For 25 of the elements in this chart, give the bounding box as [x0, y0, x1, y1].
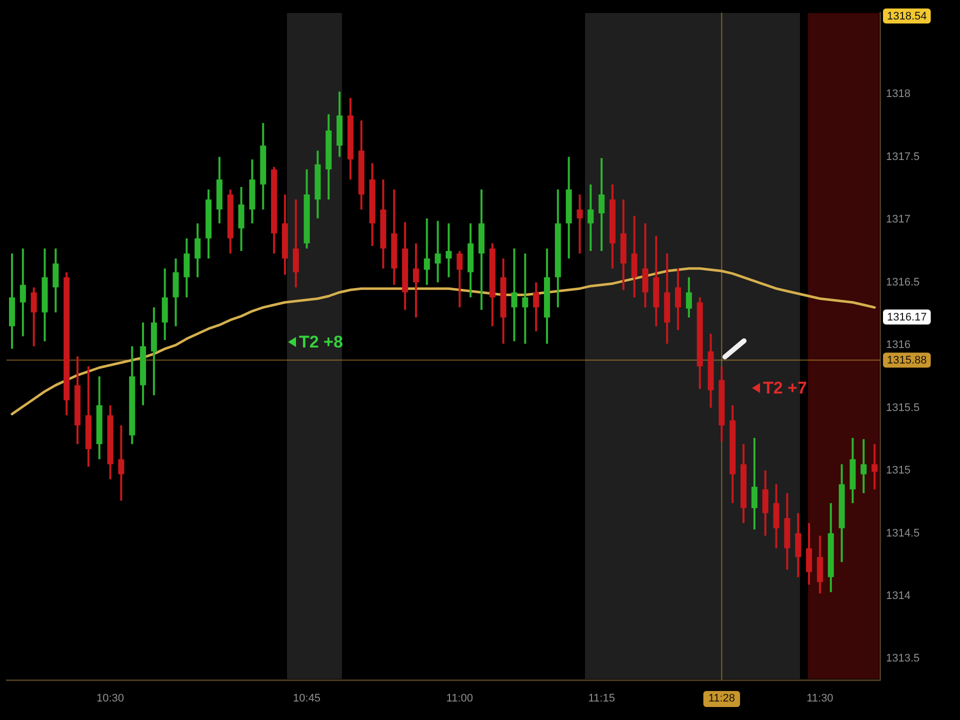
- x-tick-label: 11:15: [588, 692, 615, 705]
- y-tick-label: 1314: [886, 590, 910, 602]
- y-tick-label: 1315: [886, 464, 910, 477]
- candlestick: [446, 223, 452, 278]
- x-tick-label: 11:00: [446, 692, 474, 705]
- candlestick: [576, 194, 583, 254]
- y-tick-label: 1316: [886, 339, 910, 352]
- candlestick: [872, 444, 878, 490]
- ref-line-label: 1315.88: [887, 354, 927, 367]
- y-tick-label: 1315.5: [886, 402, 920, 414]
- annotation: T2 +8: [299, 332, 343, 352]
- annotation: T2 +7: [763, 378, 807, 398]
- x-tick-label: 10:30: [96, 692, 124, 705]
- x-tick-label: 10:45: [293, 692, 321, 705]
- y-tick-label: 1317: [886, 214, 910, 226]
- text: 1318.54: [887, 10, 927, 23]
- y-tick-label: 1318: [886, 88, 910, 100]
- y-tick-label: 1313.5: [886, 652, 920, 665]
- candlestick: [522, 253, 528, 344]
- y-tick-label: 1316.5: [886, 276, 920, 288]
- y-tick-label: 1314.5: [886, 527, 920, 540]
- text: 1316.17: [887, 312, 927, 324]
- x-tick-label: 11:30: [806, 692, 834, 705]
- x-tick-label: 11:28: [708, 692, 736, 705]
- y-tick-label: 1317.5: [886, 150, 920, 163]
